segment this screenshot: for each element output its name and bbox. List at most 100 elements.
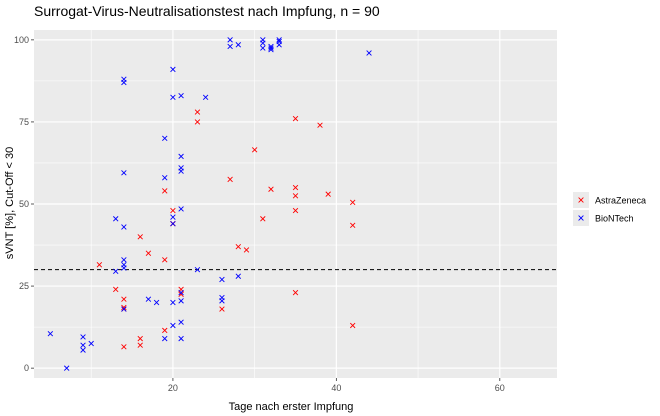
data-point (121, 344, 127, 350)
data-point (162, 335, 168, 342)
data-point (162, 327, 168, 334)
x-tick-label: 60 (495, 383, 505, 393)
legend-marker (578, 197, 584, 203)
x-axis-ticks: 20 40 60 (168, 378, 505, 393)
legend-marker (578, 215, 584, 221)
major-grid (34, 30, 557, 378)
data-point (170, 66, 176, 73)
data-point (113, 268, 119, 275)
data-point (145, 250, 152, 256)
data-point (292, 193, 299, 199)
chart-title: Surrogat-Virus-Neutralisationstest nach … (34, 3, 380, 19)
data-point (178, 335, 184, 342)
data-point (235, 42, 242, 48)
data-point (137, 342, 143, 348)
legend-item: BioNTech (573, 210, 634, 226)
data-point (227, 43, 233, 50)
y-tick-label: 0 (24, 363, 29, 373)
data-point (292, 184, 299, 191)
data-point (121, 224, 127, 230)
data-point (178, 206, 184, 212)
data-point (137, 234, 143, 240)
data-point (96, 262, 103, 268)
x-axis-label: Tage nach erster Impfung (229, 401, 354, 413)
data-point (178, 153, 184, 160)
data-point (145, 296, 152, 302)
data-point (170, 214, 176, 220)
data-point (80, 347, 86, 353)
y-axis-ticks: 0 25 50 75 100 (14, 35, 34, 373)
data-point (170, 207, 176, 214)
data-point (80, 334, 86, 340)
data-point (260, 40, 266, 46)
data-point (292, 289, 299, 296)
data-point (121, 296, 127, 302)
legend-label: BioNTech (595, 214, 634, 224)
data-point (162, 135, 168, 142)
data-point (170, 94, 176, 101)
data-point (219, 298, 225, 304)
data-point (366, 50, 372, 56)
data-point (121, 79, 127, 86)
data-point (162, 188, 168, 194)
data-point (121, 257, 127, 263)
data-point (80, 342, 86, 348)
data-point (349, 222, 356, 229)
y-tick-label: 75 (19, 117, 29, 127)
data-point (235, 273, 242, 279)
data-point (349, 199, 356, 206)
data-point (170, 322, 176, 329)
data-point (121, 306, 127, 312)
data-point (235, 243, 242, 250)
y-axis-label: sVNT [%], Cut-Off < 30 (4, 147, 16, 259)
data-point (178, 298, 184, 304)
legend: AstraZeneca BioNTech (573, 192, 646, 226)
data-point (219, 276, 225, 283)
data-point (227, 37, 233, 43)
data-point (121, 170, 127, 176)
data-point (113, 286, 119, 293)
data-point (113, 216, 119, 222)
y-tick-label: 100 (14, 35, 29, 45)
data-point (260, 216, 266, 222)
data-point (162, 257, 168, 263)
data-point (292, 207, 299, 214)
data-point (292, 115, 299, 122)
data-point (153, 299, 160, 306)
data-point (202, 94, 209, 101)
legend-item: AstraZeneca (573, 192, 646, 208)
x-tick-label: 20 (168, 383, 178, 393)
data-point (121, 265, 127, 271)
y-tick-label: 50 (19, 199, 29, 209)
data-point (137, 335, 143, 342)
data-point (325, 191, 331, 197)
data-point (170, 299, 176, 306)
y-tick-label: 25 (19, 281, 29, 291)
data-point (178, 291, 184, 298)
data-point (243, 247, 250, 253)
data-point (219, 306, 225, 312)
data-point (178, 92, 184, 99)
legend-label: AstraZeneca (595, 196, 646, 206)
data-point (276, 42, 282, 48)
data-point (178, 319, 184, 325)
data-point (194, 266, 201, 273)
data-point (268, 45, 274, 51)
data-point (47, 330, 54, 337)
data-point (268, 46, 274, 53)
data-point (170, 220, 176, 227)
data-point (268, 186, 274, 192)
data-point (63, 365, 70, 371)
data-point (349, 322, 356, 329)
data-point (88, 340, 94, 347)
data-point (178, 289, 184, 296)
x-tick-label: 40 (331, 383, 341, 393)
data-point (227, 176, 233, 183)
data-point (194, 119, 201, 125)
data-point (194, 109, 201, 115)
data-point (251, 147, 258, 153)
data-point (276, 37, 282, 43)
data-point (178, 168, 184, 174)
data-point (121, 304, 127, 311)
